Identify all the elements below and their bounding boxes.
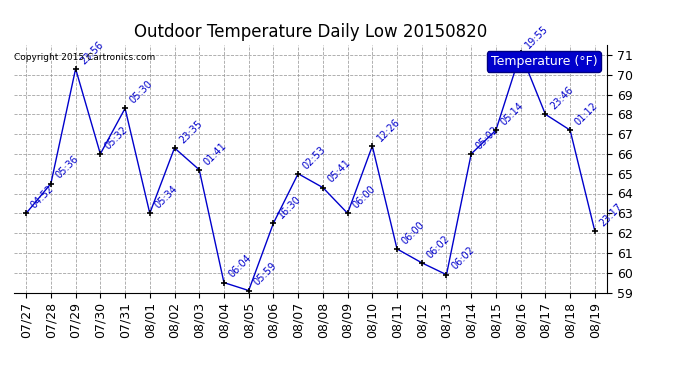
Text: 04:52: 04:52 — [29, 184, 56, 210]
Legend: Temperature (°F): Temperature (°F) — [487, 51, 601, 72]
Text: 05:30: 05:30 — [128, 79, 155, 106]
Text: 05:14: 05:14 — [499, 100, 526, 128]
Text: 06:04: 06:04 — [227, 253, 253, 280]
Text: 12:26: 12:26 — [375, 116, 402, 143]
Text: 23:56: 23:56 — [79, 39, 106, 66]
Text: 05:59: 05:59 — [251, 261, 278, 288]
Text: 05:32: 05:32 — [103, 124, 130, 151]
Title: Outdoor Temperature Daily Low 20150820: Outdoor Temperature Daily Low 20150820 — [134, 22, 487, 40]
Text: 05:02: 05:02 — [474, 124, 501, 151]
Text: 23:17: 23:17 — [598, 201, 624, 228]
Text: 01:41: 01:41 — [202, 140, 228, 167]
Text: 06:00: 06:00 — [351, 184, 377, 210]
Text: 05:41: 05:41 — [326, 158, 353, 185]
Text: 02:53: 02:53 — [301, 144, 328, 171]
Text: 16:30: 16:30 — [276, 194, 303, 220]
Text: 05:36: 05:36 — [54, 154, 81, 181]
Text: 06:02: 06:02 — [424, 233, 451, 260]
Text: 19:55: 19:55 — [524, 23, 551, 50]
Text: 06:00: 06:00 — [400, 219, 426, 246]
Text: 06:02: 06:02 — [449, 245, 476, 272]
Text: Copyright 2015 Cartronics.com: Copyright 2015 Cartronics.com — [14, 53, 155, 62]
Text: 23:46: 23:46 — [548, 85, 575, 111]
Text: 01:12: 01:12 — [573, 100, 600, 128]
Text: 23:35: 23:35 — [177, 118, 204, 145]
Text: 05:34: 05:34 — [152, 184, 179, 210]
